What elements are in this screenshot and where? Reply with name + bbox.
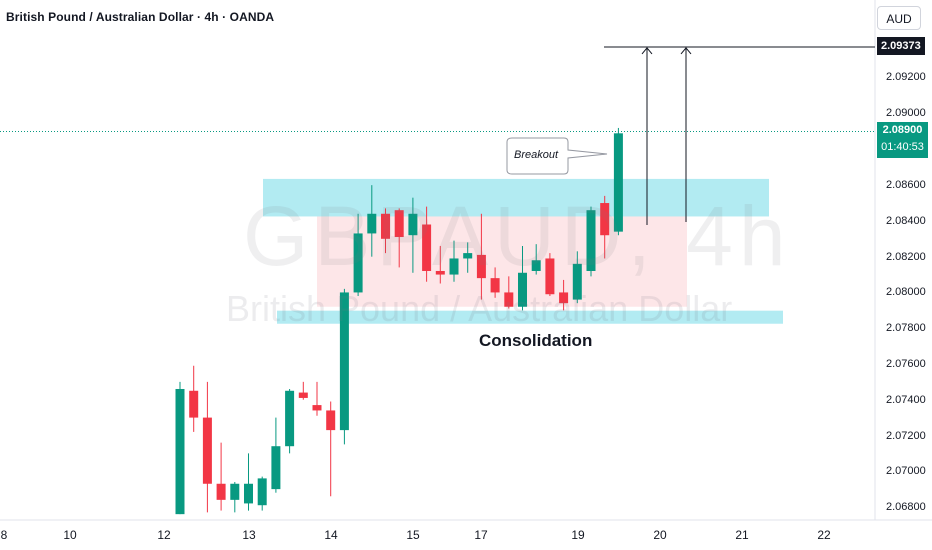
candle-body [490, 278, 500, 293]
candle-body [271, 446, 281, 490]
candle-body [339, 292, 349, 431]
target-arrow-head [680, 47, 692, 55]
candle-body [202, 417, 212, 484]
x-tick: 17 [474, 528, 488, 542]
candle-body [531, 260, 541, 271]
candle-body [285, 390, 295, 447]
y-tick: 2.07000 [886, 465, 926, 477]
candle-body [381, 213, 390, 239]
candle-body [600, 203, 610, 236]
x-tick: 21 [735, 528, 749, 542]
y-tick: 2.09000 [886, 107, 926, 119]
candle-body [449, 258, 459, 275]
y-tick: 2.07400 [886, 394, 926, 406]
candle-body [298, 392, 308, 398]
candle-body [257, 478, 267, 506]
candle-body [353, 233, 363, 293]
candle-body [613, 133, 623, 232]
name-watermark: British Pound / Australian Dollar [226, 288, 733, 329]
x-tick: 12 [157, 528, 171, 542]
candle-body [230, 483, 240, 500]
candle-body [244, 483, 253, 504]
target-arrow-head [641, 47, 653, 55]
candle-body [518, 272, 527, 307]
x-tick: 20 [653, 528, 667, 542]
candle-body [504, 292, 514, 307]
candle-body [408, 213, 418, 236]
y-tick: 2.08200 [886, 251, 926, 263]
x-tick: 10 [63, 528, 77, 542]
candle-body [586, 210, 596, 271]
symbol-watermark: GBPAUD, 4h [243, 189, 792, 283]
consolidation-label: Consolidation [479, 331, 593, 350]
y-tick: 2.08000 [886, 286, 926, 298]
breakout-label: Breakout [514, 149, 559, 161]
consolidation-range [317, 215, 687, 307]
y-tick: 2.08400 [886, 215, 926, 227]
candle-body [476, 254, 486, 279]
candle-body [326, 410, 336, 431]
support-zone [277, 310, 783, 324]
current-price-value: 2.08900 [882, 124, 923, 136]
candle-body [367, 213, 377, 234]
candle-body [422, 224, 432, 271]
y-tick: 2.09200 [886, 71, 926, 83]
current-price-label: 2.08900 01:40:53 [877, 122, 928, 158]
y-tick: 2.07200 [886, 430, 926, 442]
currency-button[interactable]: AUD [877, 6, 921, 30]
bar-countdown: 01:40:53 [881, 141, 924, 153]
candle-body [175, 388, 185, 515]
x-tick: 13 [242, 528, 256, 542]
y-tick: 2.07800 [886, 322, 926, 334]
resistance-zone [263, 178, 769, 217]
x-tick: 15 [406, 528, 420, 542]
target-price-label: 2.09373 [877, 37, 925, 55]
y-tick: 2.06800 [886, 501, 926, 513]
candle-body [216, 483, 226, 500]
candle-body [394, 210, 404, 238]
chart-title: British Pound / Australian Dollar · 4h ·… [6, 10, 275, 24]
x-tick: 22 [817, 528, 831, 542]
x-tick: 14 [324, 528, 338, 542]
candle-body [189, 390, 199, 418]
x-tick: 8 [0, 528, 8, 542]
candle-body [463, 253, 473, 259]
candle-body [559, 292, 569, 304]
candle-body [545, 258, 555, 295]
candle-body [435, 270, 445, 275]
x-tick: 19 [571, 528, 585, 542]
breakout-callout [506, 137, 608, 175]
candle-body [572, 263, 582, 300]
y-tick: 2.08600 [886, 179, 926, 191]
y-tick: 2.07600 [886, 358, 926, 370]
candle-body [312, 405, 322, 411]
